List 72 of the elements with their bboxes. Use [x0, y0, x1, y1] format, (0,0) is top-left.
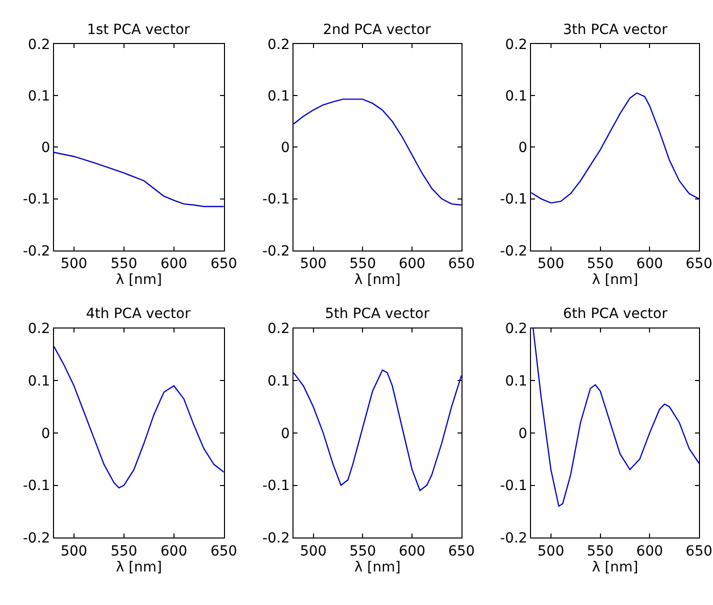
x-tick-label: 500	[538, 543, 564, 560]
x-tick-label: 600	[398, 256, 426, 272]
line-series	[294, 370, 462, 492]
y-tick-label: -0.2	[500, 243, 528, 260]
y-tick-label: 0	[280, 140, 290, 156]
y-tick-label: 0.2	[267, 36, 290, 53]
y-tick-label: 0.2	[28, 36, 50, 53]
x-tick-label: 650	[210, 256, 238, 272]
x-tick-label: 600	[160, 256, 188, 272]
line-series	[294, 98, 462, 206]
y-tick-label: 0.1	[267, 374, 290, 390]
x-tick-label: 500	[300, 256, 327, 272]
x-axis-title: λ [nm]	[116, 559, 162, 576]
x-axis-title: λ [nm]	[592, 559, 638, 576]
x-tick-label: 600	[636, 543, 664, 560]
y-tick-label: 0	[518, 140, 528, 156]
x-tick-label: 500	[60, 543, 88, 560]
x-tick-label: 650	[448, 256, 475, 272]
y-tick-label: 0.1	[28, 374, 50, 390]
x-axis-title: λ [nm]	[116, 272, 162, 288]
y-tick-label: 0	[41, 426, 50, 442]
y-tick-label: -0.1	[22, 478, 50, 494]
y-tick-label: -0.1	[22, 192, 50, 208]
x-tick-label: 500	[60, 256, 88, 272]
y-tick-label: -0.1	[500, 192, 528, 208]
line-series	[531, 92, 700, 204]
x-tick-label: 550	[110, 256, 138, 272]
x-axis-title: λ [nm]	[354, 272, 401, 288]
chart-title: 2nd PCA vector	[323, 22, 432, 38]
y-tick-label: -0.2	[22, 530, 50, 546]
x-tick-label: 550	[110, 543, 138, 560]
y-tick-label: 0.1	[267, 88, 290, 104]
x-tick-label: 650	[686, 256, 712, 272]
x-tick-label: 550	[586, 256, 614, 272]
chart-title: 1st PCA vector	[87, 22, 190, 38]
y-tick-label: -0.1	[262, 192, 290, 208]
x-tick-label: 650	[210, 543, 238, 560]
chart-title: 3th PCA vector	[563, 22, 668, 38]
line-series	[54, 152, 224, 208]
x-tick-label: 650	[448, 543, 475, 560]
y-tick-label: -0.2	[262, 530, 290, 546]
x-tick-label: 600	[636, 256, 664, 272]
y-tick-label: -0.2	[500, 530, 528, 546]
x-tick-label: 600	[160, 543, 188, 560]
x-tick-label: 650	[686, 543, 712, 560]
chart-title: 5th PCA vector	[325, 306, 430, 322]
y-tick-label: 0.1	[28, 88, 50, 104]
chart-title: 6th PCA vector	[563, 306, 668, 322]
y-tick-label: 0	[280, 426, 290, 442]
line-series	[54, 346, 224, 488]
x-tick-label: 500	[538, 256, 564, 272]
x-tick-label: 550	[586, 543, 614, 560]
x-tick-label: 550	[349, 543, 376, 560]
y-tick-label: 0.2	[505, 36, 528, 53]
y-tick-label: -0.2	[262, 243, 290, 260]
x-tick-label: 500	[300, 543, 327, 560]
x-axis-title: λ [nm]	[354, 559, 401, 576]
y-tick-label: 0	[518, 426, 528, 442]
y-tick-label: 0.2	[267, 321, 290, 338]
y-tick-label: 0.1	[505, 88, 528, 104]
x-axis-title: λ [nm]	[592, 272, 638, 288]
y-tick-label: 0.1	[505, 374, 528, 390]
y-tick-label: 0.2	[505, 321, 528, 338]
y-tick-label: 0.2	[28, 321, 50, 338]
y-tick-label: -0.1	[262, 478, 290, 494]
chart-title: 4th PCA vector	[86, 306, 191, 322]
x-tick-label: 550	[349, 256, 376, 272]
y-tick-label: 0	[41, 140, 50, 156]
line-series	[532, 328, 700, 507]
x-tick-label: 600	[398, 543, 426, 560]
y-tick-label: -0.2	[22, 243, 50, 260]
y-tick-label: -0.1	[500, 478, 528, 494]
